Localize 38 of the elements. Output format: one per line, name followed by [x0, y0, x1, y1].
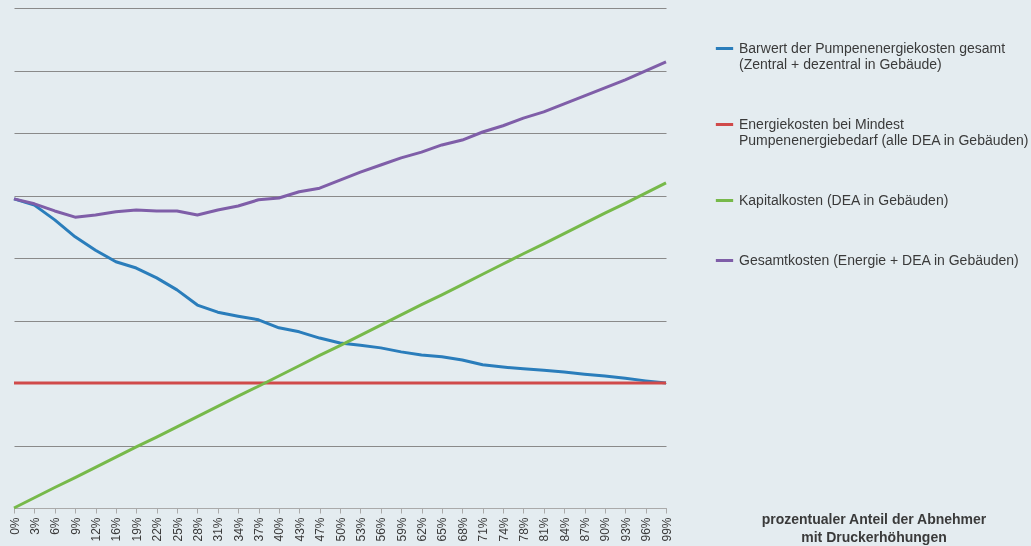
x-tick-label: 47%	[313, 517, 328, 542]
x-tick-label: 96%	[639, 517, 654, 542]
x-tick-label: 56%	[374, 517, 389, 542]
legend-label: Energiekosten bei Mindest Pumpenenergiebedarf (alle DEA in Gebäuden)	[739, 115, 1029, 148]
x-tick-label: 62%	[415, 517, 429, 542]
x-tick-label: 19%	[129, 517, 144, 542]
x-tick-label: 16%	[109, 517, 124, 542]
x-tick-label: 99%	[659, 517, 674, 542]
x-tick-label: 43%	[292, 517, 307, 542]
x-tick-label: 90%	[598, 517, 613, 542]
x-tick-label: 40%	[272, 517, 287, 542]
x-tick-label: 59%	[394, 517, 409, 542]
x-tick-label: 0%	[7, 517, 22, 535]
x-tick-label: 93%	[618, 517, 633, 542]
x-tick-label: 3%	[27, 517, 42, 535]
x-tick-label: 50%	[333, 517, 348, 542]
x-tick-label: 22%	[150, 517, 165, 542]
x-tick-label: 37%	[252, 517, 266, 542]
x-tick-label: 68%	[455, 517, 470, 542]
x-tick-label: 34%	[231, 517, 246, 542]
x-tick-label: 53%	[353, 517, 368, 542]
x-tick-label: 25%	[170, 517, 185, 542]
x-tick-label: 84%	[557, 517, 572, 542]
legend-label: Kapitalkosten (DEA in Gebäuden)	[739, 191, 949, 208]
x-tick-label: 71%	[476, 517, 491, 542]
x-tick-label: 81%	[537, 517, 552, 542]
x-tick-label: 31%	[211, 517, 226, 542]
x-tick-label: 65%	[435, 517, 450, 542]
x-tick-label: 87%	[578, 517, 592, 542]
x-tick-label: 12%	[89, 517, 103, 542]
legend-label: Barwert der Pumpenenergiekosten gesamt (Zentral + dezentral in Gebäude)	[739, 39, 1006, 72]
x-tick-label: 6%	[48, 517, 63, 535]
x-tick-label: 78%	[516, 517, 531, 542]
x-tick-label: 9%	[68, 517, 83, 535]
x-tick-label: 28%	[190, 517, 205, 542]
x-tick-label: 74%	[496, 517, 511, 542]
text: prozentualer Anteil der Abnehmer mit Druckerhöhungen	[761, 511, 987, 545]
legend-label: Gesamtkosten (Energie + DEA in Gebäuden)	[739, 251, 1019, 268]
